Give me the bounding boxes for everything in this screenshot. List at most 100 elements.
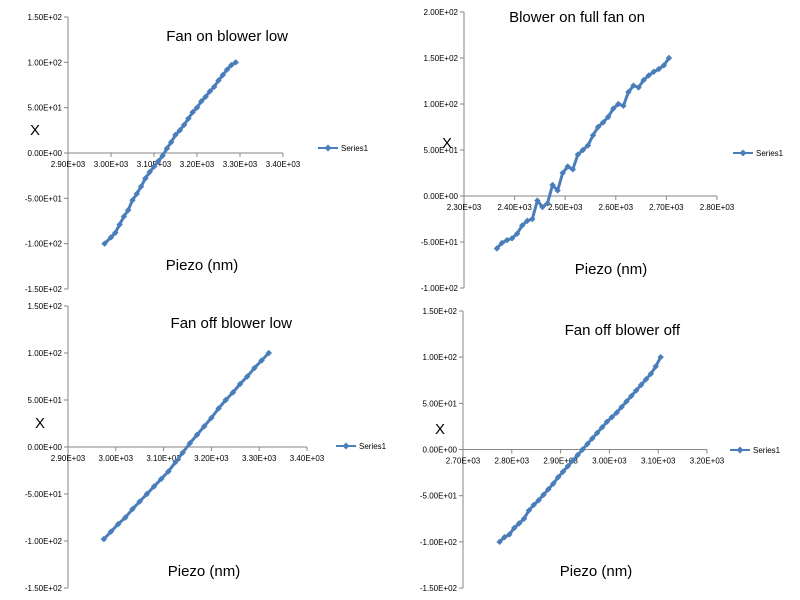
y-tick-label: 1.50E+02 <box>423 307 458 316</box>
data-point <box>100 535 108 543</box>
y-tick-label: 1.50E+02 <box>28 13 63 22</box>
data-point <box>549 181 556 189</box>
data-point <box>610 105 617 112</box>
y-axis-label: X <box>435 421 445 438</box>
data-point <box>185 115 192 122</box>
data-point <box>215 405 222 412</box>
data-point <box>637 381 645 389</box>
data-point <box>232 59 239 66</box>
data-point <box>107 528 115 535</box>
data-point <box>608 413 616 421</box>
data-point <box>202 93 209 100</box>
legend-label: Series1 <box>756 149 784 158</box>
data-point <box>129 505 136 513</box>
data-point <box>244 373 251 380</box>
data-point <box>618 403 625 411</box>
data-point <box>603 418 611 425</box>
data-point <box>503 236 511 244</box>
x-tick-label: 3.00E+03 <box>94 160 129 169</box>
data-point <box>554 187 561 194</box>
y-tick-label: 0.00E+00 <box>28 443 63 452</box>
data-point <box>511 524 518 532</box>
x-tick-label: 3.20E+03 <box>194 454 229 463</box>
data-point <box>251 364 258 372</box>
y-tick-label: -5.00E+01 <box>421 238 459 247</box>
data-point <box>559 468 567 475</box>
data-point <box>137 183 145 190</box>
data-point <box>228 61 235 69</box>
data-point <box>594 123 602 131</box>
y-tick-label: -1.00E+02 <box>25 240 63 249</box>
y-tick-label: 1.50E+02 <box>424 54 459 63</box>
data-point <box>179 449 186 456</box>
data-point <box>569 457 576 464</box>
data-point <box>223 66 231 73</box>
y-tick-label: 1.00E+02 <box>28 58 63 67</box>
y-tick-label: 0.00E+00 <box>423 446 458 455</box>
data-point <box>116 221 123 228</box>
data-point <box>150 163 158 170</box>
data-point <box>665 54 673 62</box>
data-point <box>129 196 136 204</box>
y-tick-label: -1.00E+02 <box>25 537 63 546</box>
data-point <box>150 483 158 490</box>
x-tick-label: 2.30E+03 <box>447 203 482 212</box>
x-tick-label: 2.70E+03 <box>649 203 684 212</box>
data-point <box>540 491 547 498</box>
data-point <box>215 77 222 84</box>
data-point <box>219 71 226 79</box>
data-point <box>564 163 571 170</box>
data-point <box>642 376 650 383</box>
data-point <box>193 431 201 438</box>
y-tick-label: -5.00E+01 <box>25 194 63 203</box>
data-point <box>529 215 536 223</box>
data-point <box>222 396 229 404</box>
y-axis-label: X <box>35 415 45 432</box>
y-tick-label: 5.00E+01 <box>28 104 63 113</box>
legend-label: Series1 <box>341 144 369 153</box>
data-point <box>613 409 620 416</box>
x-axis-label: Piezo (nm) <box>560 563 633 580</box>
data-point <box>101 240 108 247</box>
y-tick-label: -1.50E+02 <box>25 584 63 593</box>
data-point <box>550 480 557 487</box>
data-point <box>136 498 143 505</box>
y-tick-label: -1.00E+02 <box>420 538 458 547</box>
y-tick-label: -1.50E+02 <box>25 285 63 294</box>
data-point <box>640 76 647 84</box>
y-tick-label: -1.50E+02 <box>420 584 458 593</box>
data-point <box>193 104 201 111</box>
legend-marker <box>342 442 350 450</box>
data-point <box>498 239 506 247</box>
data-point <box>496 538 503 546</box>
data-point <box>535 497 542 504</box>
data-point <box>554 474 562 481</box>
x-tick-label: 3.20E+03 <box>690 457 725 466</box>
chart-title: Fan on blower low <box>166 28 288 45</box>
data-point <box>574 151 582 158</box>
chart-title: Fan off blower off <box>565 322 681 339</box>
data-point <box>143 490 151 498</box>
data-point <box>539 203 546 211</box>
x-axis-label: Piezo (nm) <box>168 563 241 580</box>
chart-title: Blower on full fan on <box>509 9 645 26</box>
x-tick-label: 3.10E+03 <box>146 454 181 463</box>
x-tick-label: 2.40E+03 <box>497 203 532 212</box>
data-point <box>645 72 652 79</box>
y-tick-label: 1.50E+02 <box>28 302 63 311</box>
y-tick-label: -1.00E+02 <box>421 284 459 293</box>
data-point <box>530 501 537 509</box>
x-tick-label: 3.30E+03 <box>223 160 258 169</box>
x-tick-label: 3.20E+03 <box>180 160 215 169</box>
data-point <box>524 217 531 225</box>
data-point <box>660 62 668 69</box>
x-tick-label: 2.50E+03 <box>548 203 583 212</box>
x-tick-label: 3.10E+03 <box>641 457 676 466</box>
y-tick-label: 1.00E+02 <box>28 349 63 358</box>
series-line <box>495 57 671 250</box>
x-tick-label: 3.40E+03 <box>290 454 325 463</box>
data-point <box>598 424 606 431</box>
data-point <box>647 370 655 377</box>
data-point <box>599 119 607 126</box>
